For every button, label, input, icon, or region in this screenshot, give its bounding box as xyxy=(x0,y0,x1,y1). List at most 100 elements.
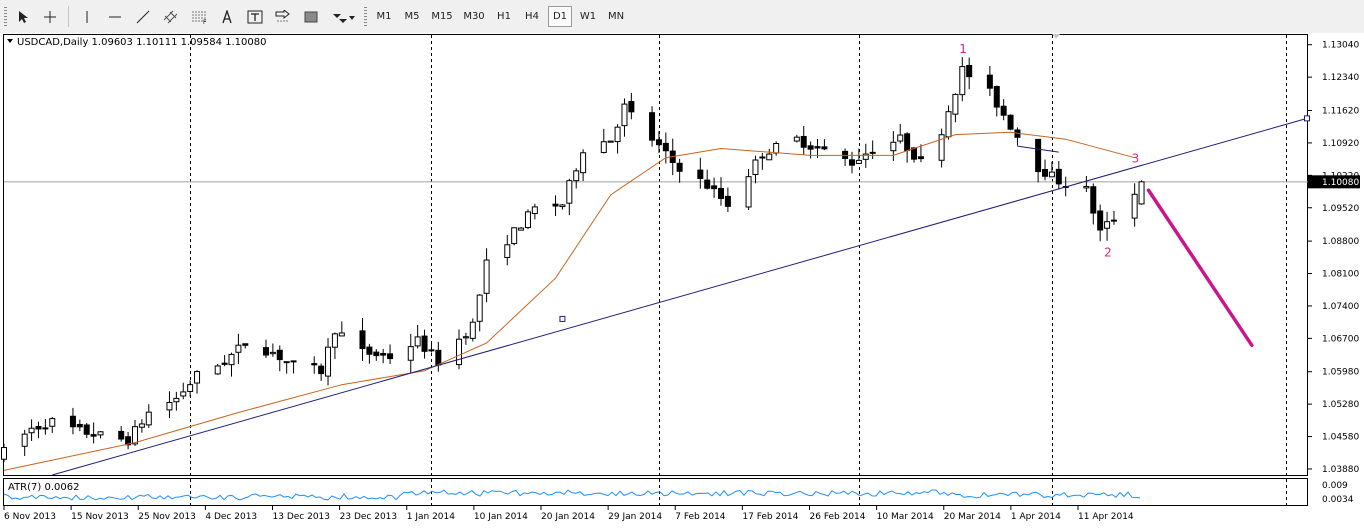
indicator-pane[interactable] xyxy=(3,478,1308,506)
wave-label: 3 xyxy=(1132,152,1140,166)
main-pane[interactable] xyxy=(3,34,1308,476)
candle xyxy=(559,204,566,210)
candle xyxy=(1097,204,1104,242)
date-tick-label: 25 Nov 2013 xyxy=(138,512,196,522)
toolbar: F M1 M5 M15 M30 H1 H4 D1 W1 MN xyxy=(0,0,1364,34)
candle xyxy=(531,203,538,220)
trendline-handle[interactable] xyxy=(1304,115,1310,122)
candle xyxy=(504,234,511,266)
fibonacci-icon: F xyxy=(192,11,207,24)
candle xyxy=(311,356,318,374)
candle xyxy=(800,125,807,155)
candle xyxy=(1110,210,1117,225)
candle xyxy=(118,425,125,442)
indicator-label: ATR(7) 0.0062 xyxy=(8,482,79,493)
candle xyxy=(724,187,731,213)
date-tick-label: 26 Feb 2014 xyxy=(810,512,866,522)
date-tick-label: 6 Nov 2013 xyxy=(4,512,56,522)
current-price-badge: 1.10080 xyxy=(1308,175,1360,189)
date-tick-label: 13 Dec 2013 xyxy=(273,512,331,522)
text-tool[interactable] xyxy=(216,6,238,27)
date-tick-label: 10 Mar 2014 xyxy=(877,512,934,522)
candle xyxy=(187,380,194,397)
candle xyxy=(511,227,518,246)
period-separators xyxy=(190,35,1287,505)
timeframe-w1[interactable]: W1 xyxy=(579,11,597,22)
price-tick-label: 1.05980 xyxy=(1322,368,1359,378)
toolbar-grip[interactable] xyxy=(4,7,7,26)
rectangle-tool[interactable] xyxy=(300,6,322,27)
timeframe-h4[interactable]: H4 xyxy=(525,11,539,22)
timeframe-m30[interactable]: M30 xyxy=(463,11,485,22)
trendline-handle[interactable] xyxy=(559,315,566,322)
candle xyxy=(524,209,531,230)
horizontal-line-tool[interactable] xyxy=(104,6,126,27)
candle xyxy=(138,419,145,433)
timeframe-m15[interactable]: M15 xyxy=(431,11,453,22)
crosshair-tool[interactable] xyxy=(38,6,62,27)
trendline-icon xyxy=(136,10,150,23)
timeframe-mn[interactable]: MN xyxy=(607,11,625,22)
candle xyxy=(1055,161,1062,190)
candle xyxy=(97,431,104,439)
candle xyxy=(1090,183,1097,225)
symbol-header: USDCAD,Daily 1.09603 1.10111 1.09584 1.1… xyxy=(7,37,267,48)
candle xyxy=(911,146,918,163)
candle xyxy=(711,177,718,198)
vertical-line-tool[interactable] xyxy=(76,6,98,27)
candle xyxy=(1000,99,1007,121)
cursor-tool[interactable] xyxy=(12,6,34,27)
symbol-dropdown-icon[interactable] xyxy=(7,39,13,43)
price-tick-label: 1.03880 xyxy=(1322,465,1359,475)
chart-shift-marker-icon[interactable] xyxy=(1052,34,1060,39)
price-tick-label: 1.09520 xyxy=(1322,204,1359,214)
candle xyxy=(366,343,373,364)
price-tick-label: 1.08100 xyxy=(1322,270,1359,280)
timeframe-m5[interactable]: M5 xyxy=(404,11,420,22)
candle xyxy=(373,349,380,361)
candle xyxy=(325,338,332,386)
timeframe-m1[interactable]: M1 xyxy=(376,11,392,22)
candle xyxy=(566,178,573,216)
candle xyxy=(1048,161,1055,178)
date-tick-label: 15 Nov 2013 xyxy=(71,512,129,522)
price-axis: 1.130401.123401.116201.109201.102201.095… xyxy=(1308,41,1359,475)
cursor-icon xyxy=(19,10,28,23)
candle xyxy=(276,345,283,372)
candle xyxy=(959,57,966,102)
candle xyxy=(745,169,752,210)
candle xyxy=(1131,183,1138,227)
candle xyxy=(869,140,876,159)
fibonacci-tool[interactable]: F xyxy=(188,6,210,27)
date-tick-label: 4 Dec 2013 xyxy=(205,512,257,522)
candle xyxy=(407,333,414,374)
timeframe-h1[interactable]: H1 xyxy=(497,11,511,22)
indicator-scale-bottom: 0.0034 xyxy=(1322,495,1354,505)
candle xyxy=(476,294,483,332)
short-trendline[interactable] xyxy=(1017,145,1059,153)
candle xyxy=(518,227,525,231)
arrow-label-tool[interactable] xyxy=(272,6,294,27)
candle xyxy=(573,168,580,189)
candle xyxy=(290,360,297,374)
vertical-line-icon xyxy=(86,10,88,23)
timeframe-d1[interactable]: D1 xyxy=(548,6,572,27)
projection-arrow[interactable] xyxy=(1146,188,1254,348)
candle xyxy=(69,407,76,435)
price-tick-label: 1.07400 xyxy=(1322,302,1359,312)
candle xyxy=(717,177,724,206)
price-tick-label: 1.10920 xyxy=(1322,139,1359,149)
candle xyxy=(235,333,242,365)
candle xyxy=(462,332,469,345)
shapes-menu-tool[interactable] xyxy=(328,6,358,27)
candle xyxy=(986,65,993,97)
candle xyxy=(614,124,621,154)
candle xyxy=(35,421,42,439)
price-tick-label: 1.06700 xyxy=(1322,334,1359,344)
text-label-tool[interactable] xyxy=(244,6,266,27)
candle xyxy=(469,318,476,342)
price-chart[interactable]: 1.130401.123401.116201.109201.102201.095… xyxy=(0,33,1364,528)
trendline-tool[interactable] xyxy=(132,6,154,27)
equidistant-channel-tool[interactable] xyxy=(160,6,182,27)
trendline[interactable] xyxy=(52,117,1308,476)
